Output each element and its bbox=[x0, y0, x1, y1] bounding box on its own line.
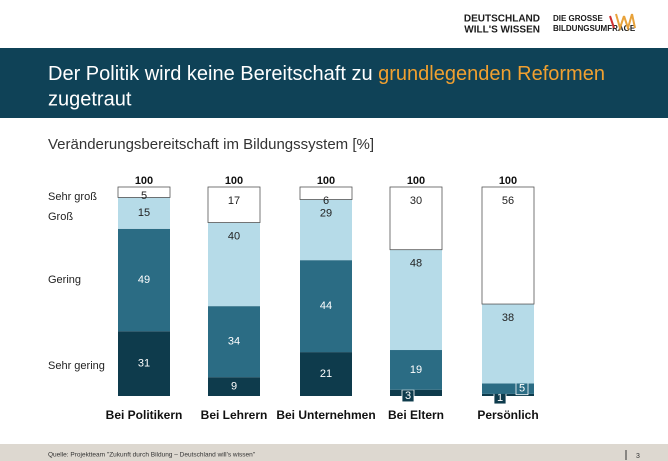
data-label: 31 bbox=[138, 358, 150, 370]
data-label: 49 bbox=[138, 274, 150, 286]
banner bbox=[0, 48, 668, 118]
total-label: 100 bbox=[407, 175, 425, 187]
legend-label: Sehr gering bbox=[48, 360, 105, 372]
logo-mark bbox=[609, 15, 615, 29]
bar-segment bbox=[482, 304, 534, 384]
logo-right-line: BILDUNGSUMFRAGE bbox=[553, 24, 636, 33]
bar-segment bbox=[482, 393, 534, 396]
legend-label: Groß bbox=[48, 211, 73, 223]
data-label: 38 bbox=[502, 312, 514, 324]
bar-segment bbox=[207, 186, 261, 223]
x-tick-label: Bei Eltern bbox=[388, 408, 444, 422]
total-label: 100 bbox=[135, 175, 153, 187]
bar-segment bbox=[390, 350, 442, 390]
total-label: 100 bbox=[317, 175, 335, 187]
data-label: 21 bbox=[320, 368, 332, 380]
bar-segment bbox=[208, 222, 260, 307]
bar-segment bbox=[117, 186, 171, 198]
data-label: 15 bbox=[138, 207, 150, 219]
bar-segment bbox=[390, 389, 442, 396]
label-box bbox=[401, 389, 415, 403]
bar-segment bbox=[118, 331, 170, 396]
footer-bar bbox=[0, 444, 668, 461]
bar-segment bbox=[300, 199, 352, 261]
data-label: 5 bbox=[141, 190, 147, 202]
data-label: 1 bbox=[497, 392, 503, 404]
x-tick-label: Bei Lehrern bbox=[201, 408, 268, 422]
bar-segment bbox=[118, 197, 170, 229]
legend-label: Gering bbox=[48, 274, 81, 286]
data-label: 48 bbox=[410, 258, 422, 270]
bar-segment bbox=[299, 186, 353, 200]
bar-segment bbox=[300, 352, 352, 396]
title-highlight: grundlegenden Reformen bbox=[378, 63, 605, 85]
logo-left-line: DEUTSCHLAND bbox=[464, 14, 540, 25]
data-label: 34 bbox=[228, 336, 240, 348]
bar-segment bbox=[208, 377, 260, 396]
data-label: 19 bbox=[410, 364, 422, 376]
logo-right-line: DIE GROSSE bbox=[553, 14, 603, 23]
logo-left-line: WILL'S WISSEN bbox=[464, 25, 540, 36]
data-label: 44 bbox=[320, 300, 332, 312]
data-label: 56 bbox=[502, 195, 514, 207]
bar-segment bbox=[118, 228, 170, 332]
banner-title: Der Politik wird keine Bereitschaft zu g… bbox=[48, 63, 605, 85]
data-label: 40 bbox=[228, 230, 240, 242]
banner-title-end: zugetraut bbox=[48, 88, 132, 110]
bar-segment bbox=[300, 260, 352, 353]
bar-segment bbox=[481, 186, 535, 305]
footer-source: Quelle: Projektteam "Zukunft durch Bildu… bbox=[48, 452, 256, 459]
bar-segment bbox=[482, 383, 534, 394]
chart-title: Veränderungsbereitschaft im Bildungssyst… bbox=[48, 136, 374, 153]
bar-segment bbox=[208, 306, 260, 378]
total-label: 100 bbox=[225, 175, 243, 187]
data-label: 3 bbox=[405, 390, 411, 402]
data-label: 29 bbox=[320, 207, 332, 219]
x-tick-label: Persönlich bbox=[477, 408, 538, 422]
data-label: 5 bbox=[519, 383, 525, 395]
x-tick-label: Bei Unternehmen bbox=[276, 408, 375, 422]
data-label: 9 bbox=[231, 381, 237, 393]
legend-label: Sehr groß bbox=[48, 191, 97, 203]
bar-segment bbox=[389, 186, 443, 251]
data-label: 6 bbox=[323, 195, 329, 207]
data-label: 17 bbox=[228, 195, 240, 207]
page-number: 3 bbox=[636, 453, 640, 460]
x-tick-label: Bei Politikern bbox=[106, 408, 183, 422]
title-start: Der Politik wird keine Bereitschaft zu bbox=[48, 63, 378, 85]
bar-segment bbox=[390, 249, 442, 351]
total-label: 100 bbox=[499, 175, 517, 187]
data-label: 30 bbox=[410, 195, 422, 207]
logo-mark bbox=[615, 13, 636, 32]
